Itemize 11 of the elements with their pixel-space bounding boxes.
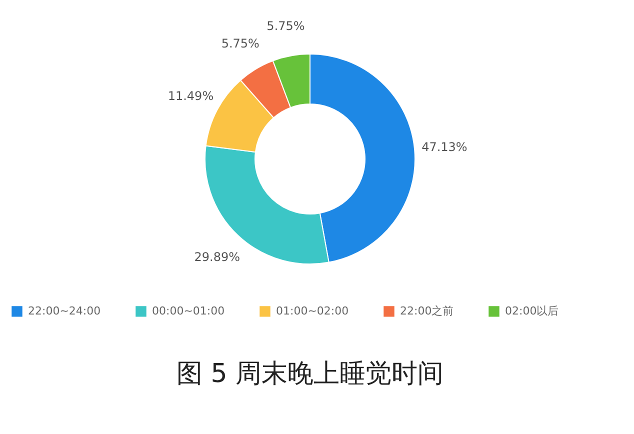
- text: 图 5 周末晚上睡觉时间: [176, 359, 444, 389]
- legend-label: 22:00之前: [400, 304, 454, 318]
- legend-label: 22:00~24:00: [28, 304, 101, 318]
- legend-label: 01:00~02:00: [276, 304, 349, 318]
- data-label: 29.89%: [194, 250, 240, 264]
- data-label: 5.75%: [221, 36, 260, 50]
- data-label: 11.49%: [168, 88, 214, 103]
- legend-label: 00:00~01:00: [152, 304, 225, 318]
- data-label: 47.13%: [422, 140, 468, 154]
- legend-label: 02:00以后: [505, 304, 559, 318]
- data-label: 5.75%: [266, 19, 305, 34]
